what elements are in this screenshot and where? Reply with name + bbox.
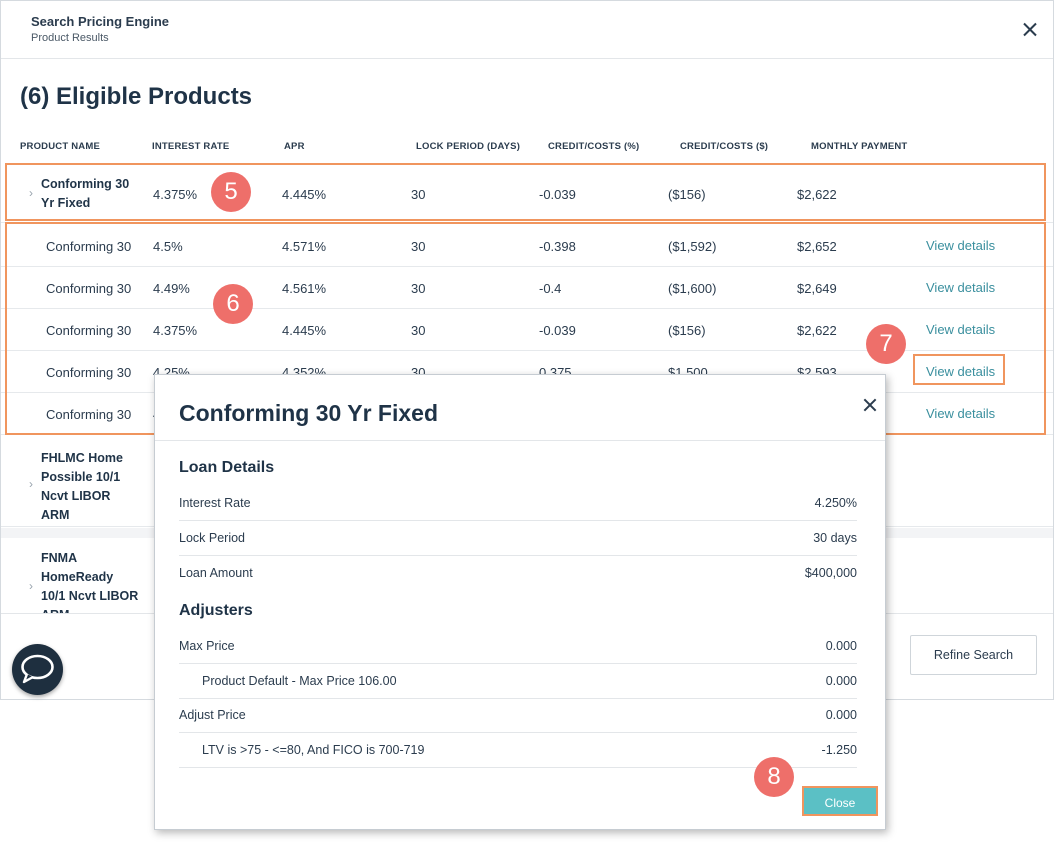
- product-name-cell: Conforming 30: [46, 407, 132, 422]
- adjuster-value: -1.250: [821, 743, 857, 757]
- detail-row-loan-amount: Loan Amount $400,000: [179, 556, 857, 591]
- adjusters-heading: Adjusters: [179, 602, 253, 619]
- detail-value: 4.250%: [814, 496, 857, 510]
- credit-pct-cell: -0.4: [539, 281, 562, 296]
- adjuster-value: 0.000: [825, 674, 857, 688]
- window-header: Search Pricing Engine Product Results: [1, 1, 1053, 59]
- table-row: Conforming 30 4.375% 4.445% 30 -0.039 ($…: [1, 309, 1053, 351]
- adjuster-value: 0.000: [825, 708, 857, 722]
- view-details-link[interactable]: View details: [926, 238, 996, 253]
- chevron-right-icon[interactable]: ›: [29, 579, 33, 593]
- detail-label: Loan Amount: [179, 566, 253, 580]
- monthly-payment-cell: $2,622: [797, 187, 837, 202]
- adjuster-label: LTV is >75 - <=80, And FICO is 700-719: [202, 743, 425, 757]
- credit-pct-cell: -0.398: [539, 239, 576, 254]
- chevron-right-icon[interactable]: ›: [29, 186, 33, 200]
- apr-cell: 4.561%: [282, 281, 327, 296]
- column-header-apr: APR: [284, 141, 305, 152]
- lock-period-cell: 30: [411, 187, 426, 202]
- callout-badge-7: 7: [866, 324, 906, 364]
- credit-usd-cell: ($1,600): [668, 281, 717, 296]
- product-group-name: FHLMC Home Possible 10/1 Ncvt LIBOR ARM: [41, 451, 123, 522]
- interest-rate-cell: 4.375%: [153, 187, 198, 202]
- chat-bubble-icon: [21, 654, 54, 684]
- adjuster-row: LTV is >75 - <=80, And FICO is 700-719 -…: [179, 733, 857, 768]
- credit-pct-cell: -0.039: [539, 187, 576, 202]
- adjuster-label: Adjust Price: [179, 708, 246, 722]
- view-details-link[interactable]: View details: [926, 280, 996, 295]
- app-subtitle: Product Results: [31, 32, 109, 44]
- modal-title: Conforming 30 Yr Fixed: [179, 400, 439, 426]
- credit-usd-cell: ($156): [668, 187, 706, 202]
- highlight-box-group: [5, 163, 1046, 221]
- highlight-box-view-details: [913, 354, 1005, 385]
- table-row: Conforming 30 4.49% 4.561% 30 -0.4 ($1,6…: [1, 267, 1053, 309]
- loan-details-heading: Loan Details: [179, 459, 275, 476]
- view-details-link[interactable]: View details: [926, 322, 996, 337]
- adjuster-row: Max Price 0.000: [179, 629, 857, 664]
- chat-button[interactable]: [12, 644, 63, 695]
- adjuster-row: Product Default - Max Price 106.00 0.000: [179, 664, 857, 699]
- table-row: Conforming 30 4.5% 4.571% 30 -0.398 ($1,…: [1, 225, 1053, 267]
- monthly-payment-cell: $2,649: [797, 281, 837, 296]
- close-icon[interactable]: [1019, 19, 1041, 41]
- column-header-product-name: PRODUCT NAME: [20, 141, 100, 152]
- lock-period-cell: 30: [411, 239, 426, 254]
- apr-cell: 4.445%: [282, 323, 327, 338]
- view-details-link[interactable]: View details: [926, 406, 996, 421]
- product-group-row[interactable]: › FNMA HomeReady 10/1 Ncvt LIBOR ARM: [1, 539, 1053, 613]
- product-details-modal: Conforming 30 Yr Fixed Loan Details Inte…: [154, 374, 886, 830]
- modal-divider: [155, 440, 885, 441]
- interest-rate-cell: 4.49%: [153, 281, 190, 296]
- refine-search-button[interactable]: Refine Search: [910, 635, 1037, 675]
- callout-badge-5: 5: [211, 172, 251, 212]
- column-header-lock-period: LOCK PERIOD (DAYS): [416, 141, 521, 152]
- credit-usd-cell: ($156): [668, 323, 706, 338]
- credit-usd-cell: ($1,592): [668, 239, 717, 254]
- product-name-cell: Conforming 30: [46, 323, 132, 338]
- chevron-right-icon[interactable]: ›: [29, 477, 33, 491]
- detail-row-lock-period: Lock Period 30 days: [179, 521, 857, 556]
- detail-label: Interest Rate: [179, 496, 251, 510]
- lock-period-cell: 30: [411, 323, 426, 338]
- adjuster-row: Adjust Price 0.000: [179, 698, 857, 733]
- close-icon[interactable]: [860, 395, 880, 415]
- interest-rate-cell: 4.5%: [153, 239, 183, 254]
- product-group-name: FNMA HomeReady 10/1 Ncvt LIBOR ARM: [41, 551, 139, 613]
- callout-badge-8: 8: [754, 757, 794, 797]
- interest-rate-cell: 4.375%: [153, 323, 198, 338]
- adjuster-label: Product Default - Max Price 106.00: [202, 674, 397, 688]
- monthly-payment-cell: $2,622: [797, 323, 837, 338]
- detail-value: $400,000: [804, 566, 857, 580]
- column-header-credit-usd: CREDIT/COSTS ($): [680, 141, 769, 152]
- column-header-monthly-payment: MONTHLY PAYMENT: [811, 141, 908, 152]
- monthly-payment-cell: $2,652: [797, 239, 837, 254]
- lock-period-cell: 30: [411, 281, 426, 296]
- view-details-link[interactable]: View details: [926, 364, 996, 379]
- app-title: Search Pricing Engine: [31, 14, 169, 29]
- page-title: (6) Eligible Products: [20, 83, 253, 110]
- detail-label: Lock Period: [179, 531, 246, 545]
- adjuster-label: Max Price: [179, 639, 235, 653]
- modal-close-button[interactable]: Close: [802, 786, 878, 816]
- product-name-cell: Conforming 30: [46, 281, 132, 296]
- callout-badge-6: 6: [213, 284, 253, 324]
- apr-cell: 4.445%: [282, 187, 327, 202]
- product-name-cell: Conforming 30: [46, 239, 132, 254]
- column-header-credit-pct: CREDIT/COSTS (%): [548, 141, 640, 152]
- product-group-name: Conforming 30 Yr Fixed: [41, 177, 130, 210]
- apr-cell: 4.571%: [282, 239, 327, 254]
- detail-value: 30 days: [813, 531, 857, 545]
- adjuster-value: 0.000: [825, 639, 857, 653]
- credit-pct-cell: -0.039: [539, 323, 576, 338]
- product-name-cell: Conforming 30: [46, 365, 132, 380]
- detail-row-interest-rate: Interest Rate 4.250%: [179, 486, 857, 521]
- column-header-interest-rate: INTEREST RATE: [152, 141, 230, 152]
